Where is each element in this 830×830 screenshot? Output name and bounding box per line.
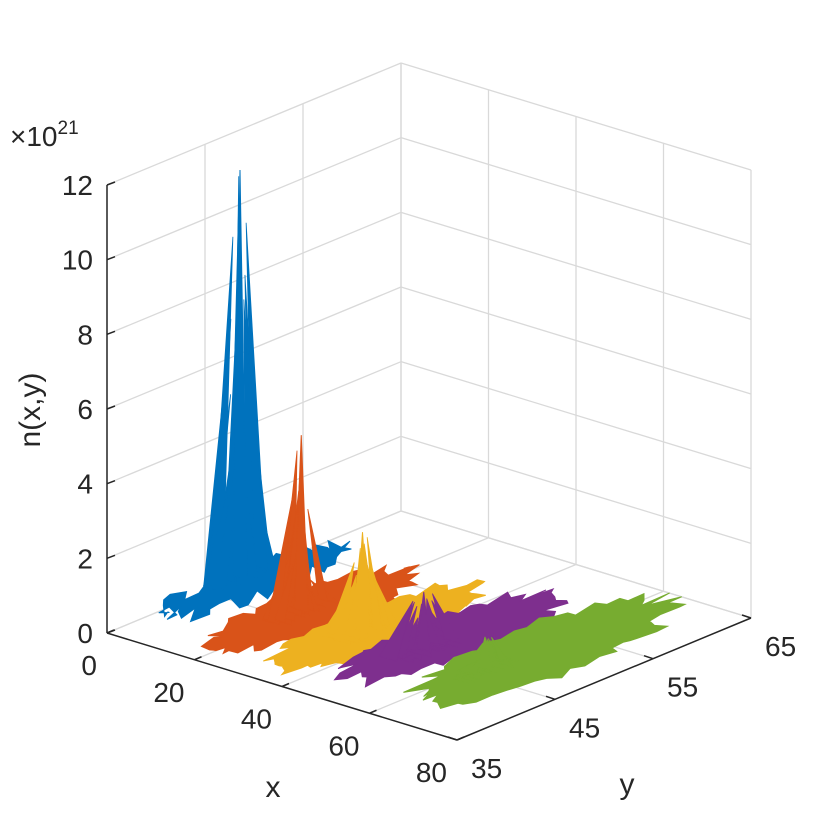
y-tick-label: 55 (667, 672, 698, 703)
surface-series-2 (200, 435, 421, 655)
surface-spike (449, 674, 476, 680)
z-tick-label: 0 (77, 618, 93, 649)
z-exponent-prefix: ×10 (10, 121, 58, 152)
y-tick-mark (643, 654, 654, 660)
y-axis-line (456, 617, 752, 741)
surface-peak (416, 591, 432, 653)
x-tick-mark (456, 736, 465, 741)
surface-spike (273, 559, 296, 624)
z-tick-label: 2 (77, 543, 93, 574)
surface-spike (394, 633, 417, 659)
z-tick-label: 12 (62, 170, 93, 201)
surface-spike (428, 646, 447, 651)
z-exponent-label: ×1021 (10, 118, 79, 152)
surface-spike (406, 648, 425, 657)
y-tick-mark (545, 695, 556, 701)
z-tick-mark (106, 255, 116, 261)
grid-line (106, 62, 402, 186)
z-tick-mark (106, 554, 116, 560)
label-layer: 0 2 4 6 8 10 12 0 20 40 60 80 35 45 55 65 (62, 170, 796, 788)
z-tick-mark (106, 330, 116, 336)
z-exponent-power: 21 (58, 118, 79, 139)
z-tick-label: 8 (77, 319, 93, 350)
x-tick-label: 60 (328, 730, 359, 761)
grid-line (106, 137, 402, 261)
z-tick-label: 4 (77, 469, 93, 500)
z-tick-label: 10 (62, 245, 93, 276)
z-tick-mark (106, 181, 116, 186)
surface-spike (246, 330, 269, 570)
surface-peak (477, 636, 493, 672)
z-tick-mark (106, 479, 116, 485)
y-tick-label: 65 (765, 631, 796, 662)
surface-series-3 (263, 532, 486, 676)
x-tick-label: 0 (81, 650, 97, 681)
surface-spike (399, 652, 419, 663)
surface-spike (307, 508, 329, 603)
y-tick-mark (741, 614, 752, 619)
z-tick-mark (106, 405, 116, 410)
y-tick-label: 35 (471, 753, 502, 784)
x-tick-label: 40 (241, 704, 272, 735)
surface-series-1 (158, 169, 352, 623)
grid-line (106, 211, 402, 335)
surface-layer (158, 169, 687, 710)
surface-peak (354, 532, 371, 634)
surface-peak (293, 435, 309, 614)
surface-spike (492, 658, 513, 663)
y-tick-mark (447, 736, 458, 741)
x-axis-label: x (266, 771, 281, 804)
surface-peak (232, 169, 248, 580)
surface-spike (429, 643, 446, 647)
x-tick-mark (194, 656, 202, 661)
x-tick-mark (369, 709, 377, 714)
y-tick-label: 45 (569, 712, 600, 743)
grid-line (106, 286, 402, 410)
z-axis-label: n(x,y) (14, 373, 47, 448)
z-tick-label: 6 (77, 394, 93, 425)
surface-series-4 (333, 587, 569, 688)
surface-spike (305, 580, 321, 612)
surface-spike (207, 526, 234, 591)
surface-spike (432, 593, 462, 645)
y-axis-label: y (620, 768, 635, 801)
axis-layer (106, 181, 752, 741)
surface-spike (378, 600, 414, 662)
x-tick-mark (281, 682, 290, 688)
x-tick-label: 20 (153, 677, 184, 708)
surface-series-5 (403, 592, 687, 710)
surface-spike (366, 537, 384, 633)
x-tick-label: 80 (416, 757, 447, 788)
x-tick-mark (106, 629, 115, 634)
surface-spike (267, 494, 294, 625)
